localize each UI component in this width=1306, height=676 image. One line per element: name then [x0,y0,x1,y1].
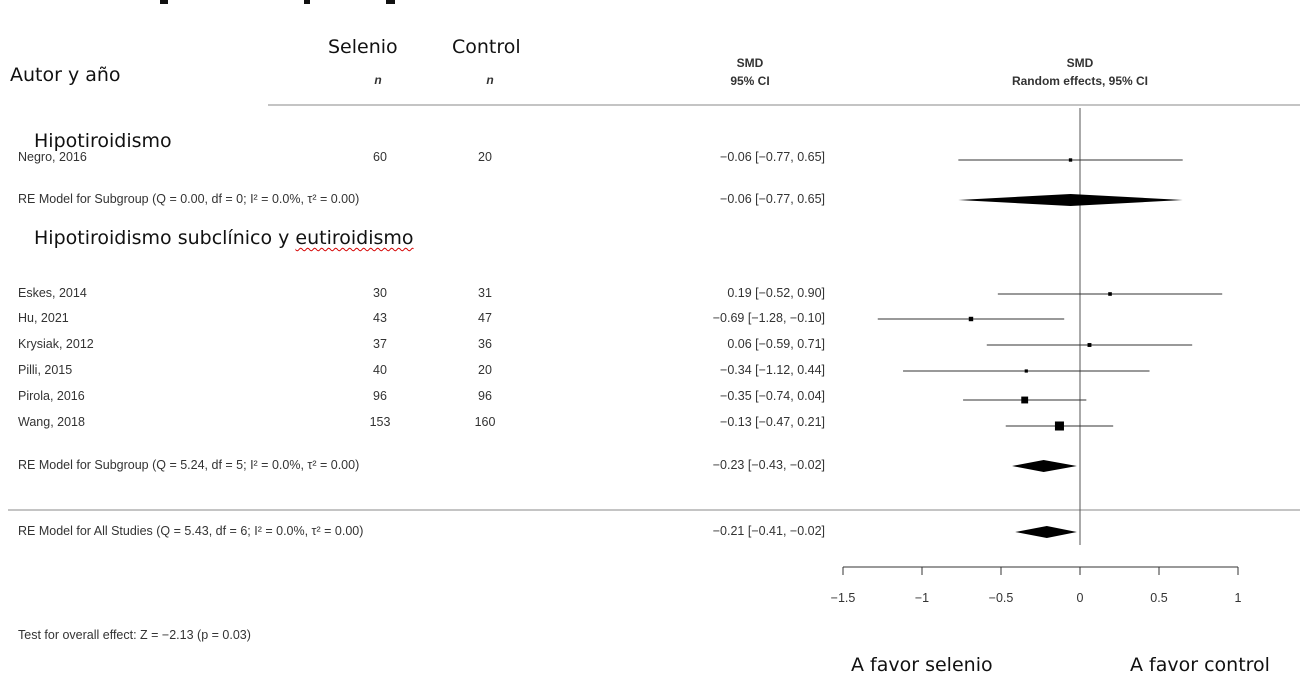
n-control: 20 [478,150,492,164]
test-overall-effect: Test for overall effect: Z = −2.13 (p = … [18,628,251,642]
row-label: Hu, 2021 [18,311,69,325]
study-point [1054,421,1064,431]
n-selenio: 153 [369,415,391,429]
x-tick-label: 0.5 [1150,591,1167,605]
favor-control-label: A favor control [1130,654,1270,676]
ci-text: −0.34 [−1.12, 0.44] [720,363,825,377]
study-point [1087,343,1092,347]
ci-text: −0.23 [−0.43, −0.02] [712,458,825,472]
header-95ci: 95% CI [730,74,770,88]
row-label: RE Model for Subgroup (Q = 5.24, df = 5;… [18,458,360,472]
group-hipotiroidismo: Hipotiroidismo [34,130,172,152]
n-selenio: 30 [373,286,387,300]
header-control: Control [452,36,521,58]
row-label: Wang, 2018 [18,415,85,429]
n-control: 160 [474,415,496,429]
header-n-control: n [486,73,494,87]
ci-text: −0.06 [−0.77, 0.65] [720,192,825,206]
row-label: Eskes, 2014 [18,286,87,300]
header-author: Autor y año [10,64,121,86]
row-label: Negro, 2016 [18,150,87,164]
row-label: Pilli, 2015 [18,363,73,377]
n-selenio: 43 [373,311,387,325]
ci-text: −0.21 [−0.41, −0.02] [712,524,825,538]
ci-text: 0.19 [−0.52, 0.90] [727,286,825,300]
ci-text: 0.06 [−0.59, 0.71] [727,337,825,351]
ci-text: −0.13 [−0.47, 0.21] [720,415,825,429]
study-point [968,316,974,322]
n-selenio: 37 [373,337,387,351]
header-n-selenio: n [374,73,382,87]
x-tick-label: 1 [1235,591,1242,605]
summary-diamond [958,194,1183,206]
cropped-text-remnant [304,0,310,4]
n-selenio: 96 [373,389,387,403]
summary-diamond [1012,460,1077,472]
header-smd: SMD [736,56,764,70]
n-selenio: 40 [373,363,387,377]
n-control: 31 [478,286,492,300]
x-tick-label: −1.5 [831,591,856,605]
ci-text: −0.69 [−1.28, −0.10] [712,311,825,325]
n-control: 47 [478,311,492,325]
n-control: 20 [478,363,492,377]
group-subclinico-prefix: Hipotiroidismo subclínico y [34,227,296,249]
cropped-text-remnant [386,0,395,4]
x-tick-label: −1 [915,591,929,605]
study-point [1108,292,1112,296]
group-subclinico: Hipotiroidismo subclínico y eutiroidismo [34,227,414,249]
header-selenio: Selenio [328,36,398,58]
row-label: RE Model for Subgroup (Q = 0.00, df = 0;… [18,192,360,206]
favor-selenio-label: A favor selenio [851,654,993,676]
header-smd-re: SMD [1066,56,1094,70]
cropped-text-remnant [160,0,168,4]
study-point [1021,396,1029,404]
row-label: Pirola, 2016 [18,389,85,403]
x-tick-label: −0.5 [989,591,1014,605]
n-control: 36 [478,337,492,351]
row-label: RE Model for All Studies (Q = 5.43, df =… [18,524,364,538]
row-label: Krysiak, 2012 [18,337,94,351]
n-selenio: 60 [373,150,387,164]
summary-diamond [1015,526,1077,538]
x-tick-label: 0 [1077,591,1084,605]
ci-text: −0.06 [−0.77, 0.65] [720,150,825,164]
ci-text: −0.35 [−0.74, 0.04] [720,389,825,403]
n-control: 96 [478,389,492,403]
misspelled-word: eutiroidismo [295,227,414,249]
study-point [1068,158,1073,162]
study-point [1024,369,1028,373]
header-re-ci: Random effects, 95% CI [1011,74,1149,88]
